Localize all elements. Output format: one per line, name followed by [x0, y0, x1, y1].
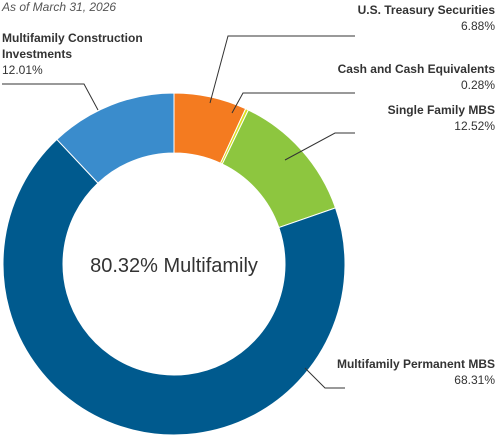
slice-label: Multifamily Construction Investments 12.0… — [2, 30, 152, 78]
leader-line — [304, 367, 345, 389]
slice-value: 68.31% — [454, 373, 495, 387]
slice-label: Cash and Cash Equivalents 0.28% — [295, 61, 495, 93]
leader-line — [209, 35, 355, 104]
slice-value: 12.52% — [454, 119, 495, 133]
slice-value: 0.28% — [460, 78, 495, 92]
slice-value: 6.88% — [460, 19, 495, 33]
subtitle: As of March 31, 2026 — [2, 0, 117, 14]
slice-name: Cash and Cash Equivalents — [337, 62, 495, 76]
slice-name: Single Family MBS — [387, 103, 495, 117]
center-label: 80.32% Multifamily — [90, 255, 258, 277]
leader-line — [231, 92, 355, 114]
leader-line — [2, 83, 99, 111]
slice-name: Multifamily Permanent MBS — [336, 357, 495, 371]
donut-slice — [56, 92, 175, 184]
slice-label: U.S. Treasury Securities 6.88% — [295, 2, 495, 34]
slice-name: Multifamily Construction Investments — [2, 31, 143, 61]
donut-slice — [2, 138, 346, 436]
leader-line — [284, 132, 355, 161]
slice-label: Single Family MBS 12.52% — [295, 102, 495, 134]
slice-label: Multifamily Permanent MBS 68.31% — [315, 356, 495, 388]
slice-name: U.S. Treasury Securities — [357, 3, 495, 17]
slice-value: 12.01% — [2, 63, 43, 77]
